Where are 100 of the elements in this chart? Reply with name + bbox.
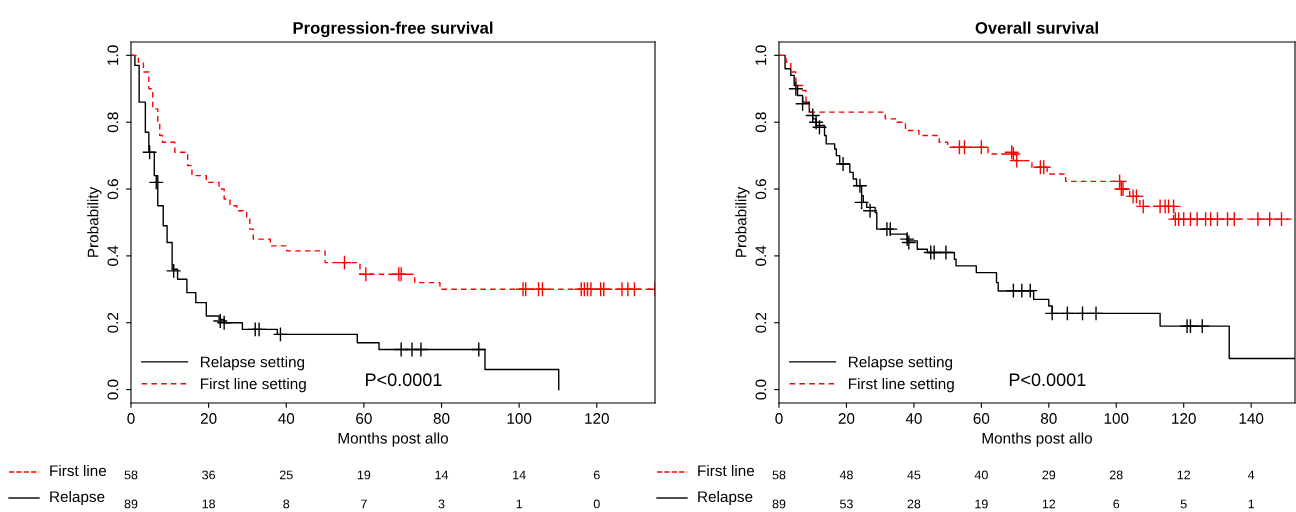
- y-tick-label: 0.4: [107, 245, 119, 266]
- text: 36: [202, 470, 216, 480]
- point: [148, 174, 164, 190]
- x-tick-label: 120: [1172, 413, 1196, 424]
- y-tick-label: 1.0: [755, 45, 767, 65]
- point: [853, 194, 870, 211]
- point: [1273, 211, 1290, 227]
- x-tick-label: 40: [905, 413, 922, 424]
- x-tick-label: 20: [838, 413, 855, 424]
- y-tick-label: 0.0: [755, 379, 767, 400]
- text: First line: [698, 464, 755, 477]
- point: [413, 341, 429, 358]
- text: 53: [840, 499, 853, 509]
- text: 89: [124, 499, 138, 509]
- point: [166, 263, 182, 279]
- text: 28: [907, 499, 921, 509]
- x-axis-title: Months post allo: [982, 432, 1092, 447]
- text: 25: [279, 470, 293, 480]
- text: 14: [513, 470, 526, 480]
- point: [811, 119, 828, 135]
- text: 58: [772, 470, 786, 480]
- y-tick-label: 0.2: [107, 312, 119, 333]
- text: 4: [1247, 470, 1255, 480]
- text: 18: [202, 499, 216, 509]
- x-tick-label: 60: [973, 413, 990, 424]
- x-tick-label: 140: [1239, 413, 1264, 424]
- y-tick-label: 0.2: [755, 312, 767, 333]
- point: [1074, 305, 1091, 322]
- text: 28: [1109, 470, 1123, 480]
- point: [1250, 211, 1266, 227]
- point: [1128, 188, 1145, 205]
- text: 6: [1113, 499, 1120, 509]
- text: 40: [974, 470, 988, 480]
- point: [852, 178, 868, 194]
- text: 0: [593, 499, 600, 509]
- point: [1165, 198, 1182, 215]
- point: [1262, 211, 1278, 227]
- text: Relapse: [698, 490, 753, 506]
- text: 45: [907, 470, 921, 480]
- text: 12: [1042, 499, 1056, 509]
- point: [1009, 152, 1025, 169]
- point: [794, 96, 811, 112]
- text: 12: [1177, 470, 1191, 480]
- point: [1022, 283, 1038, 299]
- text: 1: [516, 499, 523, 509]
- chart-title: Progression-free survival: [293, 21, 493, 38]
- y-axis-title: Probability: [87, 186, 102, 257]
- point: [1135, 198, 1151, 215]
- y-tick-label: 0.8: [755, 112, 767, 133]
- y-tick-label: 0.0: [107, 379, 119, 400]
- point: [788, 81, 804, 97]
- point: [973, 139, 989, 155]
- text: 58: [124, 470, 138, 480]
- point: [808, 114, 824, 130]
- text: 89: [772, 499, 786, 509]
- text: 1: [1248, 499, 1255, 509]
- point: [534, 281, 551, 297]
- y-tick-label: 1.0: [107, 45, 119, 65]
- text: First line: [50, 464, 107, 477]
- point: [1226, 211, 1242, 227]
- x-tick-label: 80: [433, 413, 450, 424]
- point: [805, 107, 821, 124]
- legend-label: Relapse setting: [849, 356, 953, 371]
- point: [1111, 173, 1128, 189]
- point: [956, 139, 973, 155]
- x-tick-label: 40: [278, 413, 295, 424]
- text: 19: [975, 499, 988, 509]
- point: [1036, 159, 1052, 175]
- legend-label: Relapse setting: [201, 356, 305, 371]
- text: 3: [438, 499, 445, 509]
- x-tick-label: 20: [200, 413, 217, 424]
- annotation: P<0.0001: [366, 373, 442, 387]
- x-tick-label: 100: [507, 413, 532, 424]
- text: Relapse: [50, 490, 105, 506]
- text: 7: [361, 499, 367, 509]
- legend-label: First line setting: [849, 378, 954, 393]
- point: [899, 231, 915, 247]
- point: [835, 156, 851, 172]
- point: [216, 315, 232, 331]
- point: [1194, 318, 1210, 334]
- text: 19: [357, 470, 371, 480]
- point: [336, 254, 353, 271]
- point: [358, 266, 374, 282]
- x-axis-title: Months post allo: [338, 432, 448, 447]
- point: [1088, 305, 1104, 322]
- text: 14: [435, 470, 449, 480]
- point: [901, 234, 917, 251]
- text: 6: [593, 470, 600, 480]
- y-axis-title: Probability: [735, 186, 750, 257]
- point: [471, 341, 487, 358]
- text: 5: [1180, 499, 1187, 509]
- x-tick-label: 60: [356, 413, 372, 424]
- annotation: P<0.0001: [1009, 373, 1086, 387]
- x-tick-label: 100: [1104, 413, 1129, 424]
- text: 29: [1042, 470, 1056, 480]
- point: [212, 313, 228, 329]
- legend-label: First line setting: [201, 378, 306, 393]
- y-tick-label: 0.6: [755, 179, 767, 200]
- text: 8: [283, 499, 290, 509]
- point: [272, 326, 289, 343]
